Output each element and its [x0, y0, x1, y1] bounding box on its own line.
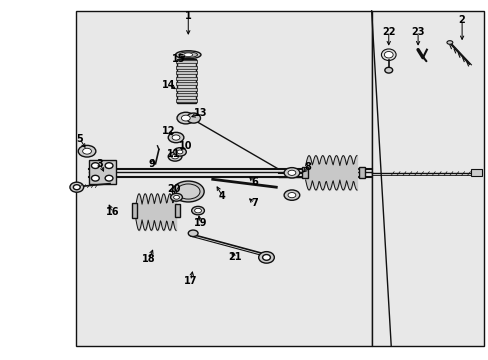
Ellipse shape — [384, 51, 392, 58]
Ellipse shape — [91, 175, 99, 181]
Ellipse shape — [91, 163, 99, 168]
Bar — [176, 60, 196, 63]
Ellipse shape — [172, 181, 204, 202]
Bar — [470, 169, 481, 176]
Text: 17: 17 — [183, 276, 197, 286]
Text: 2: 2 — [458, 15, 465, 25]
Ellipse shape — [82, 148, 91, 154]
Text: 6: 6 — [250, 177, 257, 187]
Ellipse shape — [168, 152, 182, 161]
Ellipse shape — [177, 112, 194, 124]
Ellipse shape — [194, 208, 201, 213]
Ellipse shape — [175, 51, 201, 59]
Ellipse shape — [258, 252, 274, 263]
Ellipse shape — [70, 182, 83, 192]
Text: 4: 4 — [219, 191, 225, 201]
Text: 22: 22 — [381, 27, 395, 37]
Text: 21: 21 — [227, 252, 241, 262]
Ellipse shape — [186, 113, 200, 123]
Text: 10: 10 — [179, 141, 192, 151]
Ellipse shape — [170, 193, 182, 201]
Ellipse shape — [172, 135, 180, 140]
Text: 7: 7 — [250, 198, 257, 208]
Text: 15: 15 — [171, 54, 185, 64]
Ellipse shape — [284, 190, 299, 200]
Bar — [176, 93, 196, 96]
Ellipse shape — [287, 193, 295, 198]
Text: 23: 23 — [410, 27, 424, 37]
Text: 20: 20 — [166, 184, 180, 194]
Bar — [302, 167, 307, 178]
Text: 3: 3 — [97, 159, 103, 169]
Ellipse shape — [181, 115, 190, 121]
Ellipse shape — [381, 49, 395, 60]
Ellipse shape — [188, 230, 198, 237]
Bar — [176, 71, 196, 74]
Ellipse shape — [171, 154, 178, 159]
Ellipse shape — [183, 53, 192, 57]
Bar — [132, 203, 137, 218]
Ellipse shape — [287, 170, 295, 175]
Text: 1: 1 — [184, 11, 191, 21]
Bar — [176, 77, 196, 80]
Bar — [176, 87, 196, 90]
Ellipse shape — [191, 206, 204, 215]
Text: 19: 19 — [193, 218, 207, 228]
Ellipse shape — [384, 67, 392, 73]
Text: 14: 14 — [162, 80, 175, 90]
Ellipse shape — [168, 132, 183, 143]
Bar — [176, 82, 196, 85]
Text: 13: 13 — [193, 108, 207, 118]
Ellipse shape — [176, 184, 200, 199]
Text: 5: 5 — [76, 134, 83, 144]
Ellipse shape — [78, 145, 96, 157]
Polygon shape — [371, 11, 483, 346]
Bar — [359, 167, 365, 178]
Text: 8: 8 — [304, 162, 311, 172]
Bar — [89, 160, 116, 184]
Text: 16: 16 — [105, 207, 119, 217]
Ellipse shape — [173, 148, 186, 156]
Bar — [177, 59, 195, 103]
Ellipse shape — [284, 168, 299, 178]
Ellipse shape — [262, 255, 270, 260]
Ellipse shape — [177, 150, 183, 154]
Text: 18: 18 — [142, 254, 156, 264]
Text: 9: 9 — [148, 159, 155, 169]
Ellipse shape — [73, 185, 80, 190]
Text: 11: 11 — [166, 149, 180, 159]
Polygon shape — [76, 11, 371, 346]
Ellipse shape — [105, 175, 113, 181]
Bar — [176, 66, 196, 68]
Ellipse shape — [105, 163, 113, 168]
Ellipse shape — [173, 195, 179, 199]
Ellipse shape — [446, 41, 452, 44]
Ellipse shape — [179, 52, 197, 57]
Text: 12: 12 — [162, 126, 175, 136]
Bar — [175, 204, 180, 217]
Bar — [176, 99, 196, 102]
